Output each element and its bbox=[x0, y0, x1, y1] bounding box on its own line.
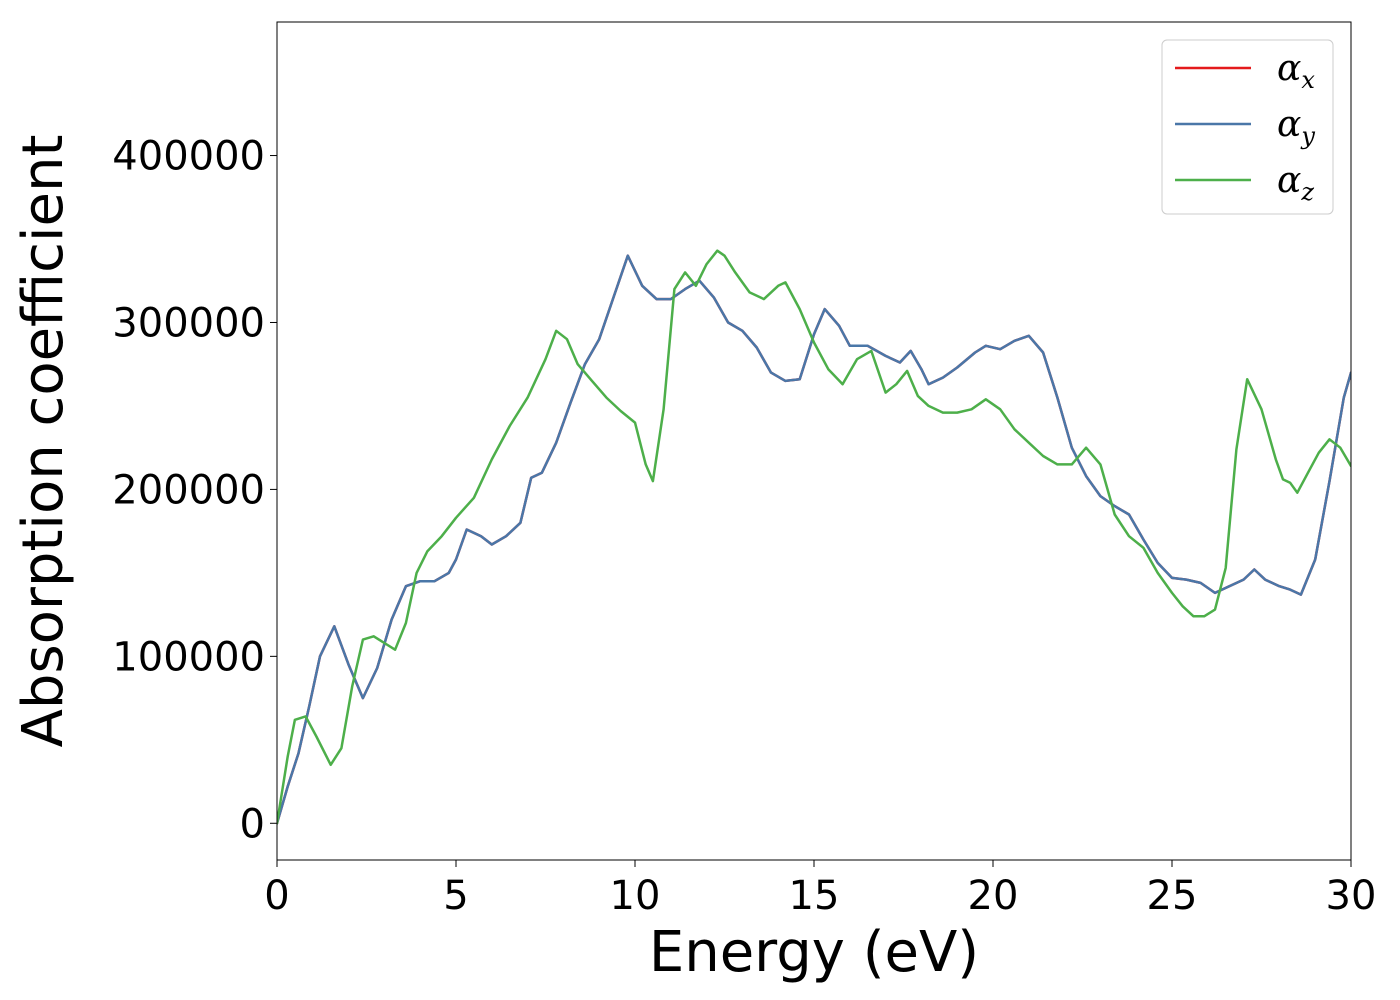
legend: αx αy αz bbox=[1161, 39, 1334, 215]
y-tick-label: 100000 bbox=[112, 634, 265, 680]
legend-box bbox=[1161, 39, 1334, 215]
x-tick-label: 5 bbox=[443, 873, 468, 919]
x-tick-label: 30 bbox=[1326, 873, 1377, 919]
series-line-z bbox=[277, 249, 1351, 825]
legend-label-x: αx bbox=[1277, 48, 1315, 94]
legend-label-y: αy bbox=[1277, 104, 1315, 150]
x-axis: 0 5 10 15 20 25 30 bbox=[264, 860, 1376, 919]
x-tick-label: 0 bbox=[264, 873, 289, 919]
x-axis-label: Energy (eV) bbox=[649, 920, 979, 985]
y-tick-label: 300000 bbox=[112, 300, 265, 346]
y-tick-label: 200000 bbox=[112, 467, 265, 513]
x-tick-label: 25 bbox=[1147, 873, 1198, 919]
y-axis-label: Absorption coefficient bbox=[11, 135, 76, 748]
y-axis: 0 100000 200000 300000 400000 bbox=[112, 134, 277, 847]
x-tick-label: 20 bbox=[968, 873, 1019, 919]
x-tick-label: 15 bbox=[789, 873, 840, 919]
y-tick-label: 400000 bbox=[112, 134, 265, 180]
series-line-y bbox=[277, 254, 1351, 825]
y-tick-label: 0 bbox=[240, 801, 265, 847]
plot-lines bbox=[277, 249, 1351, 825]
x-tick-label: 10 bbox=[610, 873, 661, 919]
legend-label-z: αz bbox=[1277, 160, 1314, 206]
